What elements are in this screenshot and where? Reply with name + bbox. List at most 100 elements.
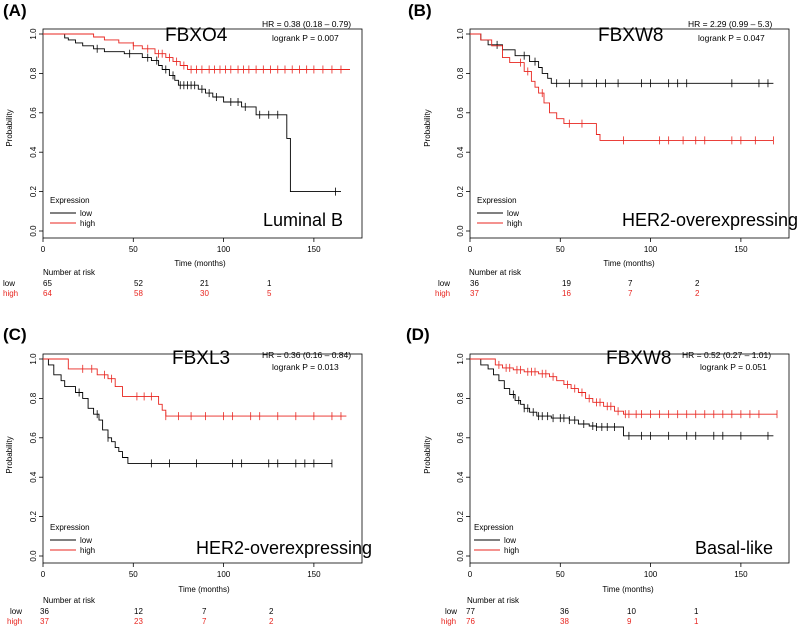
panel-d-y-tick-label-4: 0.8 — [456, 392, 465, 404]
panel-a-legend: Expression low high — [50, 196, 95, 228]
panel-c-risk-low-100: 7 — [202, 607, 207, 616]
panel-b-risk-low-label: low — [438, 279, 450, 288]
panel-b-y-tick-label-2: 0.4 — [456, 146, 465, 158]
panel-c-legend-low-label: low — [80, 536, 92, 545]
panel-a-risk-high-0: 64 — [43, 289, 52, 298]
panel-d-risk-high-50: 38 — [560, 617, 569, 626]
panel-b-curve-high — [470, 33, 774, 141]
panel-a-y-tick-label-1: 0.2 — [29, 185, 38, 197]
panel-b-subtype-label: HER2-overexpressing — [622, 210, 798, 230]
panel-b-risk-low-50: 19 — [562, 279, 571, 288]
panel-a-curve-high — [43, 33, 350, 70]
panel-d-risk-low-0: 77 — [466, 607, 475, 616]
panel-d-x-tick-label-1: 50 — [556, 570, 565, 579]
panel-a-risk-high-100: 30 — [200, 289, 209, 298]
panel-a-y-tick-label-2: 0.4 — [29, 146, 38, 158]
panel-b-risk-title: Number at risk — [469, 268, 522, 277]
panel-a-risk-title: Number at risk — [43, 268, 96, 277]
panel-a-x-tick-label-0: 0 — [41, 245, 46, 254]
panel-b-risk-low-150: 2 — [695, 279, 700, 288]
panel-c-y-tick-label-1: 0.2 — [29, 510, 38, 522]
panel-a-y-tick-label-5: 1.0 — [29, 28, 38, 40]
panel-d-frame — [469, 353, 790, 564]
panel-b-risk-low-0: 36 — [470, 279, 479, 288]
panel-d-y-tick-label-0: 0.0 — [456, 550, 465, 562]
panel-c-risk-high-100: 7 — [202, 617, 207, 626]
panel-c-x-axis-title: Time (months) — [178, 585, 230, 594]
panel-a-risk-high-150: 5 — [267, 289, 272, 298]
panel-b-legend-high-label: high — [507, 219, 522, 228]
panel-a-risk-high-label: high — [3, 289, 18, 298]
panel-c-y-axis-title: Probability — [5, 436, 14, 473]
panel-a-y-tick-label-4: 0.8 — [29, 67, 38, 79]
panel-d-letter: (D) — [406, 325, 430, 344]
panel-c-risk-high-50: 23 — [134, 617, 143, 626]
panel-c-letter: (C) — [3, 325, 27, 344]
panel-b-y-tick-label-1: 0.2 — [456, 185, 465, 197]
panel-d-legend: Expression low high — [474, 523, 519, 555]
panel-c-risk-title: Number at risk — [43, 596, 96, 605]
panel-d-risk-high-150: 1 — [694, 617, 699, 626]
panel-d-y-tick-label-5: 1.0 — [456, 353, 465, 365]
panel-a-frame — [42, 28, 363, 239]
panel-c-legend: Expression low high — [50, 523, 95, 555]
panel-a-x-tick-label-3: 150 — [307, 245, 321, 254]
panel-b-risk-high-50: 16 — [562, 289, 571, 298]
panel-d-legend-title: Expression — [474, 523, 514, 532]
panel-d-risk-high-label: high — [441, 617, 456, 626]
panel-d-risk-low-150: 1 — [694, 607, 699, 616]
panel-a-x-axis-title: Time (months) — [174, 259, 226, 268]
panel-d-x-tick-label-3: 150 — [734, 570, 748, 579]
panel-a-y-tick-label-0: 0.0 — [29, 225, 38, 237]
panel-b-x-tick-label-1: 50 — [556, 245, 565, 254]
panel-a-risk-low-50: 52 — [134, 279, 143, 288]
panel-c-risk-high-label: high — [7, 617, 22, 626]
panel-b-frame — [469, 28, 790, 239]
panel-a: (A) FBXO4 HR = 0.38 (0.18 – 0.79) logran… — [3, 1, 351, 298]
panel-c-risk-low-0: 36 — [40, 607, 49, 616]
panel-d-x-tick-label-0: 0 — [468, 570, 473, 579]
panel-a-y-axis-title: Probability — [5, 109, 14, 146]
panel-c-frame — [42, 353, 363, 564]
panel-b-legend-low-label: low — [507, 209, 519, 218]
panel-b-x-tick-label-0: 0 — [468, 245, 473, 254]
panel-a-x-tick-label-2: 100 — [217, 245, 231, 254]
panel-a-curve-low — [43, 33, 341, 193]
panel-c-y-tick-label-3: 0.6 — [29, 432, 38, 444]
panel-a-letter: (A) — [3, 1, 27, 20]
panel-d-y-axis-title: Probability — [423, 436, 432, 473]
panel-d-risk-low-100: 10 — [627, 607, 636, 616]
panel-a-risk-low-150: 1 — [267, 279, 272, 288]
panel-c-y-tick-label-2: 0.4 — [29, 471, 38, 483]
panel-b-legend-title: Expression — [477, 196, 517, 205]
panel-b-x-tick-label-2: 100 — [644, 245, 658, 254]
panel-c-logrank-p: logrank P = 0.013 — [272, 362, 339, 372]
panel-a-gene-title: FBXO4 — [165, 25, 228, 46]
panel-c-hazard-ratio: HR = 0.36 (0.16 – 0.84) — [262, 350, 351, 360]
panel-a-hazard-ratio: HR = 0.38 (0.18 – 0.79) — [262, 19, 351, 29]
panel-b-y-tick-label-0: 0.0 — [456, 225, 465, 237]
panel-c-plot: 0.0 0.2 0.4 0.6 0.8 1.0 0 50 100 150 — [29, 353, 363, 579]
panel-d: (D) FBXW8 HR = 0.52 (0.27 – 1.01) logran… — [406, 325, 773, 626]
panel-b-gene-title: FBXW8 — [598, 25, 663, 46]
panel-a-logrank-p: logrank P = 0.007 — [272, 33, 339, 43]
panel-d-y-tick-label-3: 0.6 — [456, 432, 465, 444]
panel-d-y-tick-label-2: 0.4 — [456, 471, 465, 483]
panel-b-y-tick-label-3: 0.6 — [456, 107, 465, 119]
panel-b-legend: Expression low high — [477, 196, 522, 228]
panel-b-hazard-ratio: HR = 2.29 (0.99 – 5.3) — [688, 19, 773, 29]
panel-b-logrank-p: logrank P = 0.047 — [698, 33, 765, 43]
panel-c-risk-low-150: 2 — [269, 607, 274, 616]
panel-a-legend-high-label: high — [80, 219, 95, 228]
panel-b-risk-low-100: 7 — [628, 279, 633, 288]
panel-d-risk-low-50: 36 — [560, 607, 569, 616]
panel-c-x-tick-label-2: 100 — [217, 570, 231, 579]
panel-d-risk-title: Number at risk — [467, 596, 520, 605]
panel-b-letter: (B) — [408, 1, 432, 20]
panel-b-risk-high-0: 37 — [470, 289, 479, 298]
panel-c-curve-high — [43, 358, 347, 417]
panel-d-x-axis-title: Time (months) — [602, 585, 654, 594]
panel-d-subtype-label: Basal-like — [695, 538, 773, 558]
panel-c-y-tick-label-5: 1.0 — [29, 353, 38, 365]
